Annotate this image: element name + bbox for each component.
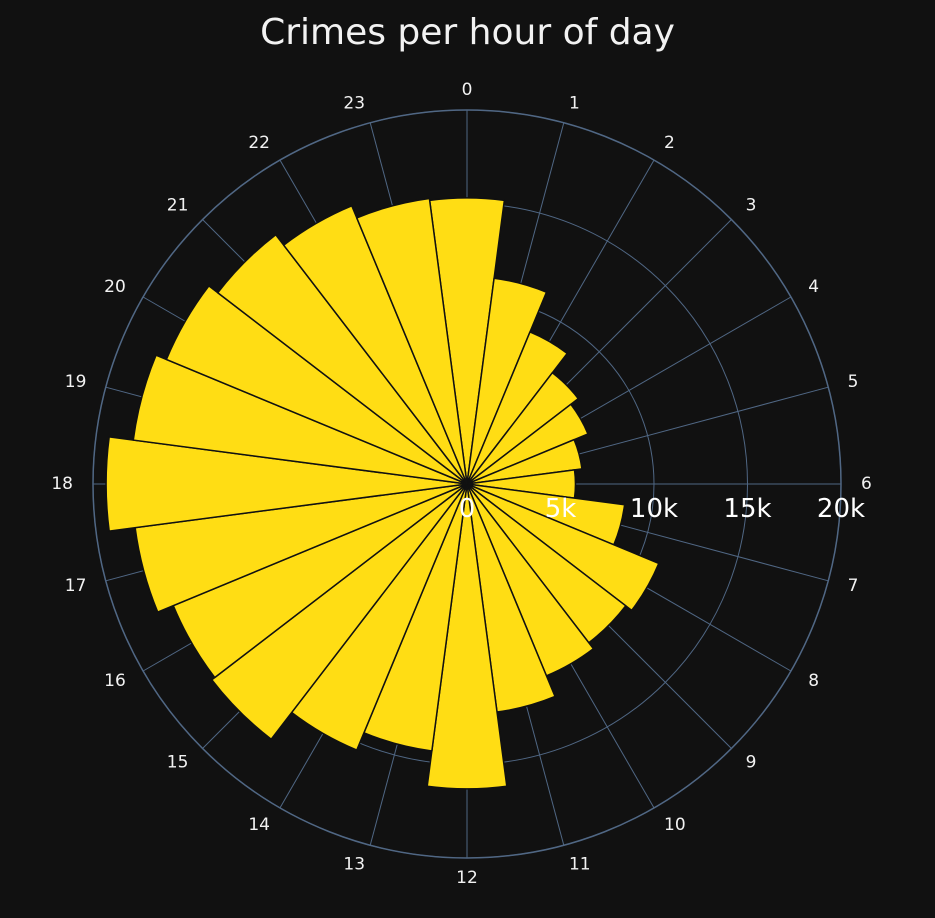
angular-tick-label: 9 (746, 753, 757, 773)
angular-tick-label: 11 (569, 855, 591, 875)
angular-tick-label: 1 (569, 93, 580, 113)
angular-tick-label: 17 (65, 576, 87, 596)
angular-tick-label: 15 (167, 753, 189, 773)
angular-tick-label: 10 (664, 815, 686, 835)
radial-tick-label: 0 (459, 494, 476, 524)
angular-tick-label: 12 (456, 868, 478, 888)
angular-tick-label: 16 (104, 671, 126, 691)
angular-tick-label: 2 (664, 133, 675, 153)
angular-tick-label: 5 (848, 372, 859, 392)
angular-tick-label: 7 (848, 576, 859, 596)
bar-hour-15[interactable] (211, 483, 468, 740)
angular-tick-label: 22 (248, 133, 270, 153)
angular-tick-label: 8 (808, 671, 819, 691)
bar-hour-5[interactable] (466, 438, 583, 485)
angular-tick-label: 23 (343, 93, 365, 113)
angular-tick-label: 21 (167, 195, 189, 215)
bar-hour-12[interactable] (426, 483, 508, 790)
radial-tick-label: 20k (817, 494, 865, 524)
angular-tick-label: 14 (248, 815, 270, 835)
bar-hour-1[interactable] (466, 277, 548, 485)
bar-series (105, 197, 660, 790)
radial-tick-label: 5k (545, 494, 577, 524)
bar-hour-23[interactable] (356, 197, 468, 485)
angular-tick-label: 13 (343, 855, 365, 875)
angular-tick-label: 20 (104, 277, 126, 297)
angular-tick-label: 3 (746, 195, 757, 215)
bar-hour-4[interactable] (466, 403, 589, 485)
bar-hour-2[interactable] (466, 331, 568, 485)
angular-tick-label: 4 (808, 277, 819, 297)
radial-tick-label: 10k (630, 494, 678, 524)
angular-tick-label: 6 (861, 474, 872, 494)
chart-title: Crimes per hour of day (260, 12, 675, 53)
bar-hour-19[interactable] (132, 354, 468, 485)
bar-hour-21[interactable] (217, 234, 468, 485)
bar-hour-20[interactable] (165, 285, 468, 485)
radial-tick-label: 15k (723, 494, 771, 524)
angular-tick-label: 19 (65, 372, 87, 392)
polar-outer-ring (92, 109, 842, 859)
radial-axis-labels: 0 5k 10k 15k 20k (459, 494, 865, 524)
bar-hour-22[interactable] (282, 205, 468, 485)
angular-tick-label: 0 (462, 80, 473, 100)
bar-hour-18[interactable] (105, 436, 468, 532)
angular-tick-label: 18 (51, 474, 73, 494)
bar-hour-8[interactable] (466, 483, 660, 612)
bar-hour-3[interactable] (466, 371, 580, 485)
